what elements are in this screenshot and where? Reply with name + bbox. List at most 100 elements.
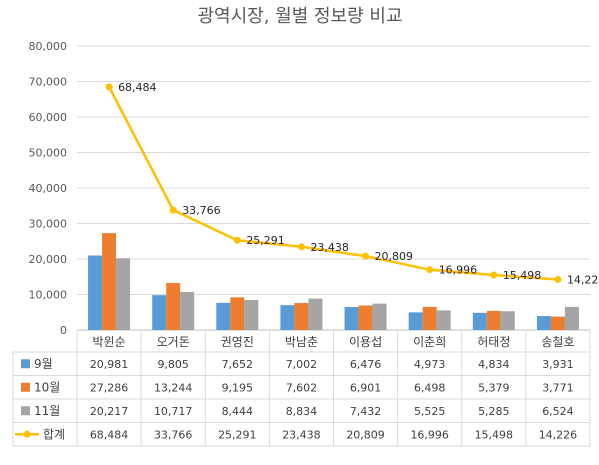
table-cell: 6,498 <box>414 381 446 394</box>
bar-11월-이춘희 <box>436 310 451 330</box>
legend-key-10월 <box>21 382 30 392</box>
y-tick-label: 20,000 <box>29 253 68 266</box>
table-cell: 14,226 <box>539 428 578 441</box>
y-tick-label: 80,000 <box>29 40 68 53</box>
y-tick-label: 50,000 <box>29 147 68 160</box>
table-cell: 7,432 <box>350 405 382 418</box>
bar-11월-오거돈 <box>180 291 195 330</box>
table-cell: 20,981 <box>90 358 129 371</box>
table-cell: 3,771 <box>542 381 574 394</box>
category-label: 이춘희 <box>413 335 446 349</box>
chart-title: 광역시장, 월별 정보량 비교 <box>197 6 402 27</box>
y-tick-label: 40,000 <box>29 182 68 195</box>
bar-10월-박남춘 <box>294 303 309 330</box>
table-cell: 7,652 <box>222 358 254 371</box>
bar-10월-허태정 <box>486 310 501 330</box>
table-cell: 9,805 <box>157 358 189 371</box>
bar-9월-오거돈 <box>152 295 167 330</box>
total-line-path <box>107 86 559 281</box>
total-line: 68,484 33,766 25,291 23,438 20,809 16,996 15,4… <box>105 81 599 286</box>
total-point-이춘희 <box>426 266 434 274</box>
legend-label: 10월 <box>34 380 60 394</box>
table-cell: 3,931 <box>542 358 574 371</box>
total-data-label: 20,809 <box>375 250 414 263</box>
bar-9월-박윈순 <box>88 255 103 330</box>
table-cell: 10,717 <box>154 405 193 418</box>
total-point-오거돈 <box>169 206 177 214</box>
bar-9월-박남춘 <box>280 305 295 330</box>
total-data-label: 68,484 <box>118 81 157 94</box>
category-label: 박남춘 <box>285 335 318 349</box>
table-cell: 9,195 <box>222 381 254 394</box>
table-cell: 16,996 <box>410 428 449 441</box>
bar-10월-오거돈 <box>166 282 181 330</box>
category-label: 박윈순 <box>93 335 126 349</box>
bar-11월-허태정 <box>500 311 515 330</box>
category-label: 권영진 <box>221 335 254 349</box>
legend-key-9월 <box>21 359 30 369</box>
legend-label: 11월 <box>34 404 60 418</box>
total-point-박남춘 <box>297 243 305 251</box>
legend-label: 9월 <box>34 357 53 371</box>
bar-9월-이용섭 <box>344 307 359 330</box>
table-cell: 7,602 <box>286 381 318 394</box>
data-table: 박윈순 오거돈 권영진 박남춘 이용섭 이춘희 허태정 송철호 9월 20,981 9,805 7,6… <box>12 330 591 447</box>
category-label: 송철호 <box>541 335 574 349</box>
y-tick-label: 60,000 <box>29 111 68 124</box>
bar-11월-송철호 <box>564 306 579 330</box>
bars <box>88 233 579 330</box>
category-label: 이용섭 <box>349 335 382 349</box>
total-point-이용섭 <box>362 252 370 260</box>
y-tick-label: 0 <box>60 324 67 337</box>
table-cell: 5,285 <box>478 405 510 418</box>
total-point-박윈순 <box>105 83 113 91</box>
bar-9월-권영진 <box>216 302 231 330</box>
bar-10월-이춘희 <box>422 306 437 330</box>
table-cell: 6,524 <box>542 405 574 418</box>
bar-9월-이춘희 <box>408 312 423 330</box>
total-point-권영진 <box>233 236 241 244</box>
total-point-허태정 <box>490 271 498 279</box>
table-cell: 33,766 <box>154 428 193 441</box>
y-axis: 0 10,000 20,000 30,000 40,000 50,000 60,000 70,… <box>29 40 68 337</box>
table-cell: 6,901 <box>350 381 382 394</box>
legend-label: 합계 <box>43 427 65 441</box>
table-cell: 23,438 <box>282 428 321 441</box>
table-cell: 7,002 <box>286 358 318 371</box>
table-cell: 5,525 <box>414 405 446 418</box>
category-label: 허태정 <box>477 335 510 349</box>
bar-10월-송철호 <box>550 316 565 330</box>
total-data-label: 14,226 <box>567 273 599 286</box>
total-data-label: 25,291 <box>246 234 285 247</box>
y-tick-label: 30,000 <box>29 218 68 231</box>
legend-key-11월 <box>21 406 30 416</box>
bar-11월-이용섭 <box>372 303 387 330</box>
table-cell: 8,444 <box>222 405 254 418</box>
table-cell: 15,498 <box>475 428 514 441</box>
table-cell: 4,973 <box>414 358 446 371</box>
bar-10월-이용섭 <box>358 305 373 330</box>
category-label: 오거돈 <box>157 335 190 349</box>
table-cell: 27,286 <box>90 381 129 394</box>
table-cell: 20,809 <box>346 428 385 441</box>
bar-11월-박남춘 <box>308 298 323 330</box>
y-tick-label: 10,000 <box>29 289 68 302</box>
legend-key-marker <box>23 430 31 438</box>
bar-9월-송철호 <box>536 316 551 330</box>
table-cell: 5,379 <box>478 381 510 394</box>
table-cell: 20,217 <box>90 405 129 418</box>
total-data-label: 33,766 <box>182 204 221 217</box>
bar-9월-허태정 <box>472 312 487 330</box>
total-data-label: 16,996 <box>439 264 478 277</box>
table-cell: 25,291 <box>218 428 257 441</box>
bar-11월-박윈순 <box>116 258 131 330</box>
table-cell: 13,244 <box>154 381 193 394</box>
bar-10월-권영진 <box>230 297 245 330</box>
total-data-label: 15,498 <box>503 269 542 282</box>
bar-11월-권영진 <box>244 300 259 330</box>
y-tick-label: 70,000 <box>29 76 68 89</box>
table-cell: 4,834 <box>478 358 510 371</box>
table-cell: 68,484 <box>90 428 129 441</box>
table-cell: 8,834 <box>286 405 318 418</box>
